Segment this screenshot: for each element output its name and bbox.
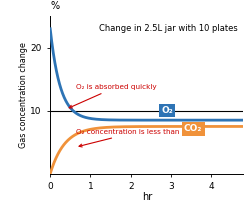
- Text: O₂: O₂: [160, 106, 172, 115]
- Text: %: %: [50, 1, 59, 12]
- Text: O₂ is absorbed quickly: O₂ is absorbed quickly: [69, 84, 156, 108]
- Text: CO₂: CO₂: [183, 124, 202, 134]
- Text: Change in 2.5L jar with 10 plates: Change in 2.5L jar with 10 plates: [98, 24, 237, 33]
- X-axis label: hr: hr: [141, 193, 151, 202]
- Y-axis label: Gas concentration change: Gas concentration change: [18, 42, 28, 148]
- Text: O₂ concentration is less than 10%: O₂ concentration is less than 10%: [76, 129, 197, 147]
